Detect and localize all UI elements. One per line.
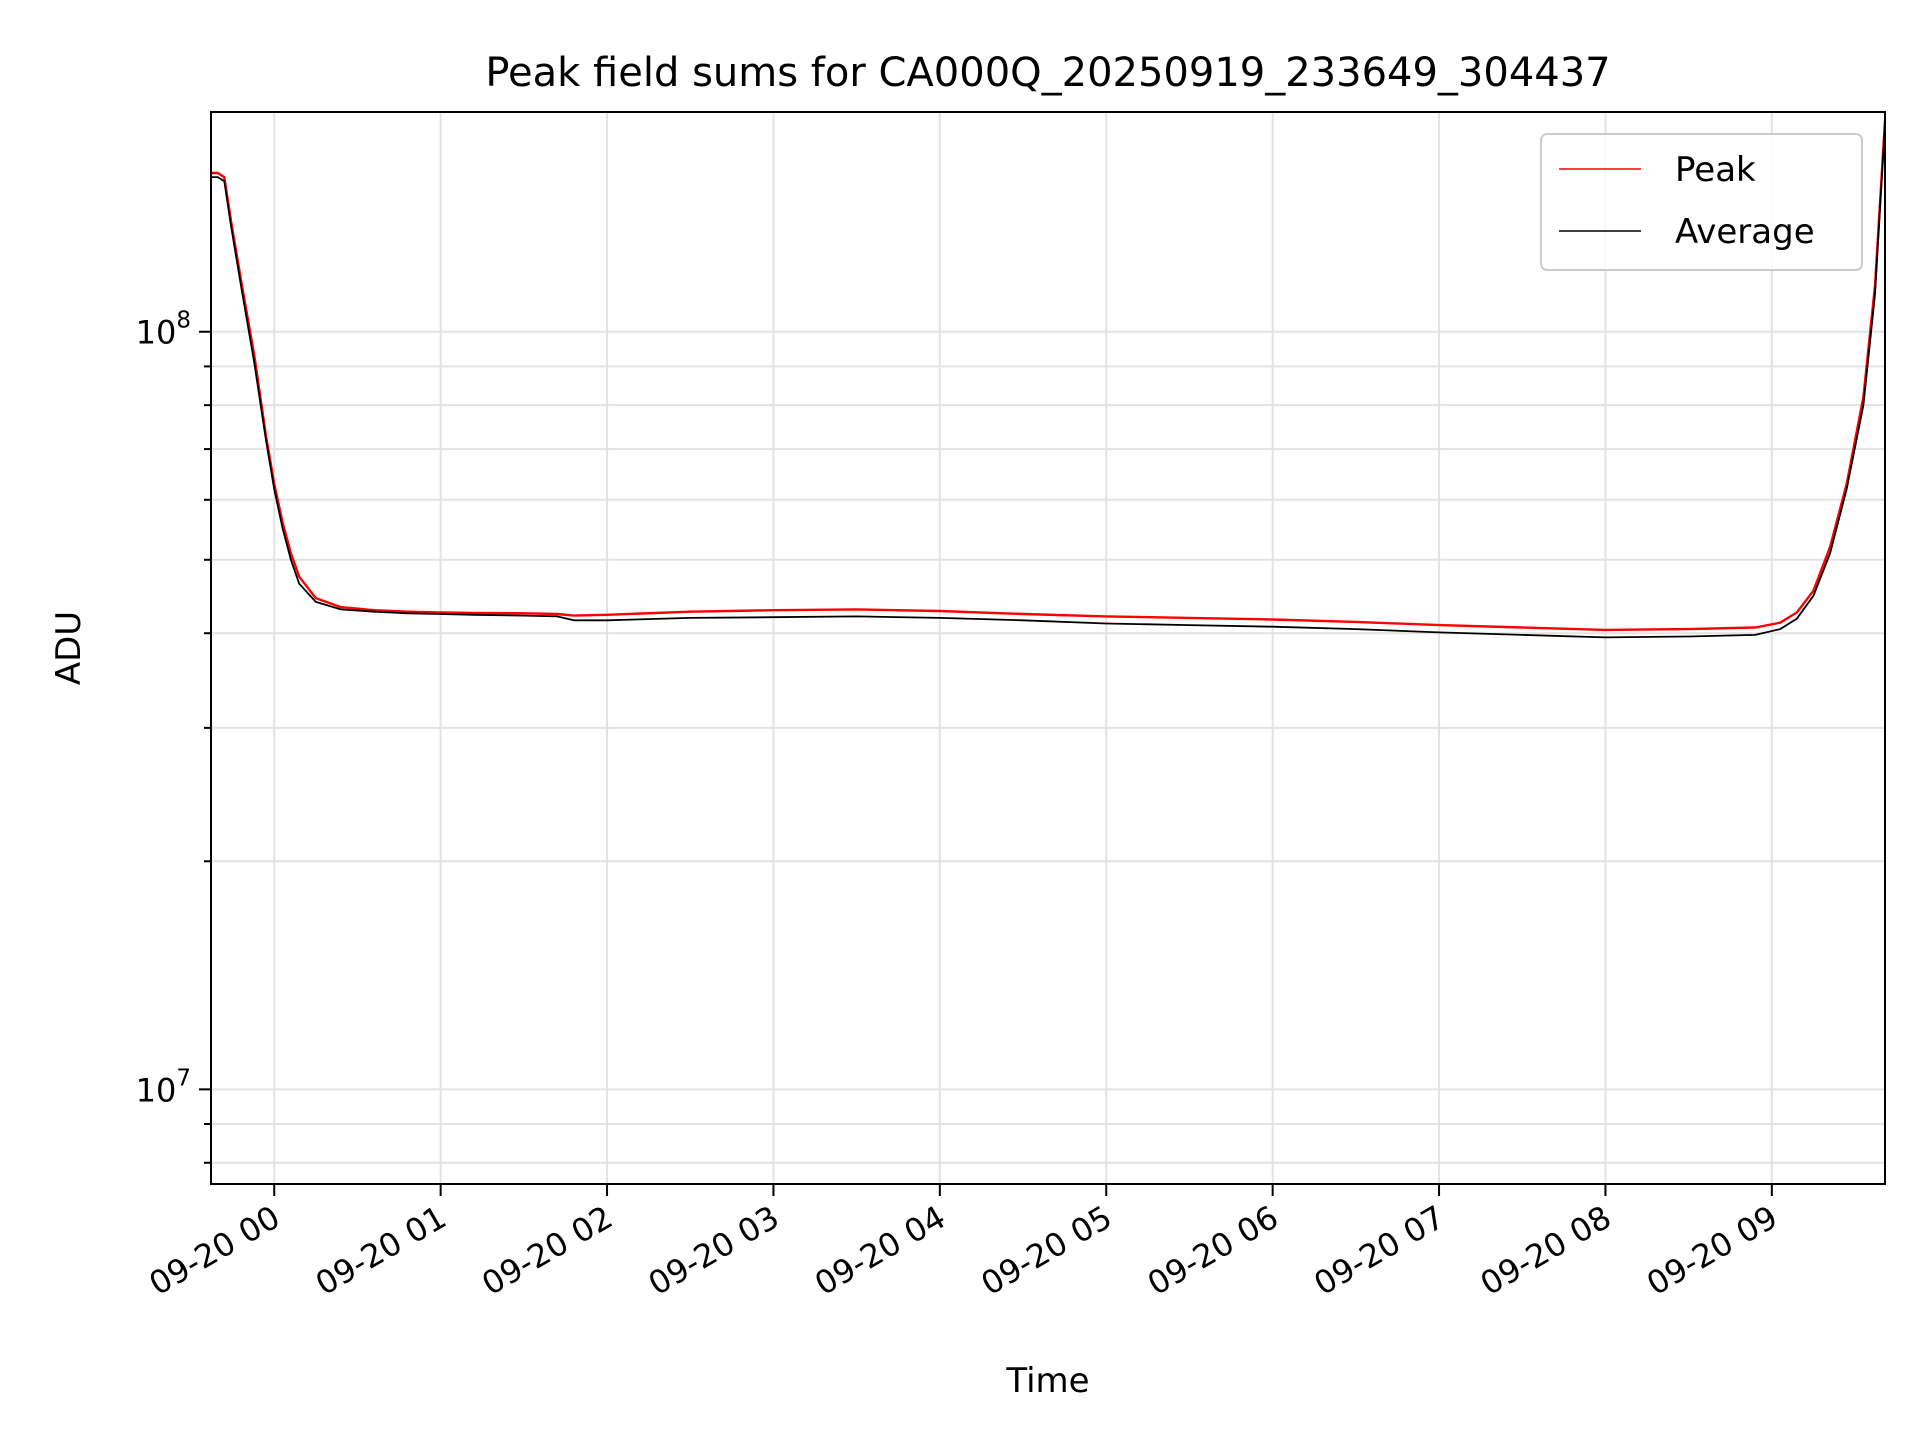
chart-title: Peak field sums for CA000Q_20250919_2336…: [485, 50, 1610, 96]
y-tick-label-base: 10: [136, 314, 177, 352]
legend: Peak Average: [1540, 133, 1863, 271]
series-layer: [211, 120, 1887, 639]
grid: [211, 112, 1885, 1184]
y-tick-label: 107: [136, 1065, 191, 1109]
plot-frame: [210, 111, 1886, 1185]
y-axis-label: ADU: [49, 611, 89, 685]
legend-average-label: Average: [1675, 212, 1815, 252]
legend-box: [1540, 133, 1863, 271]
y-tick-label: 108: [136, 308, 191, 352]
series-line-average: [211, 123, 1886, 639]
x-axis-label: Time: [1005, 1361, 1089, 1401]
legend-peak-label: Peak: [1675, 150, 1756, 190]
y-tick-label-exponent: 8: [176, 308, 191, 334]
y-tick-label-exponent: 7: [176, 1065, 191, 1091]
y-tick-label-base: 10: [136, 1071, 177, 1109]
